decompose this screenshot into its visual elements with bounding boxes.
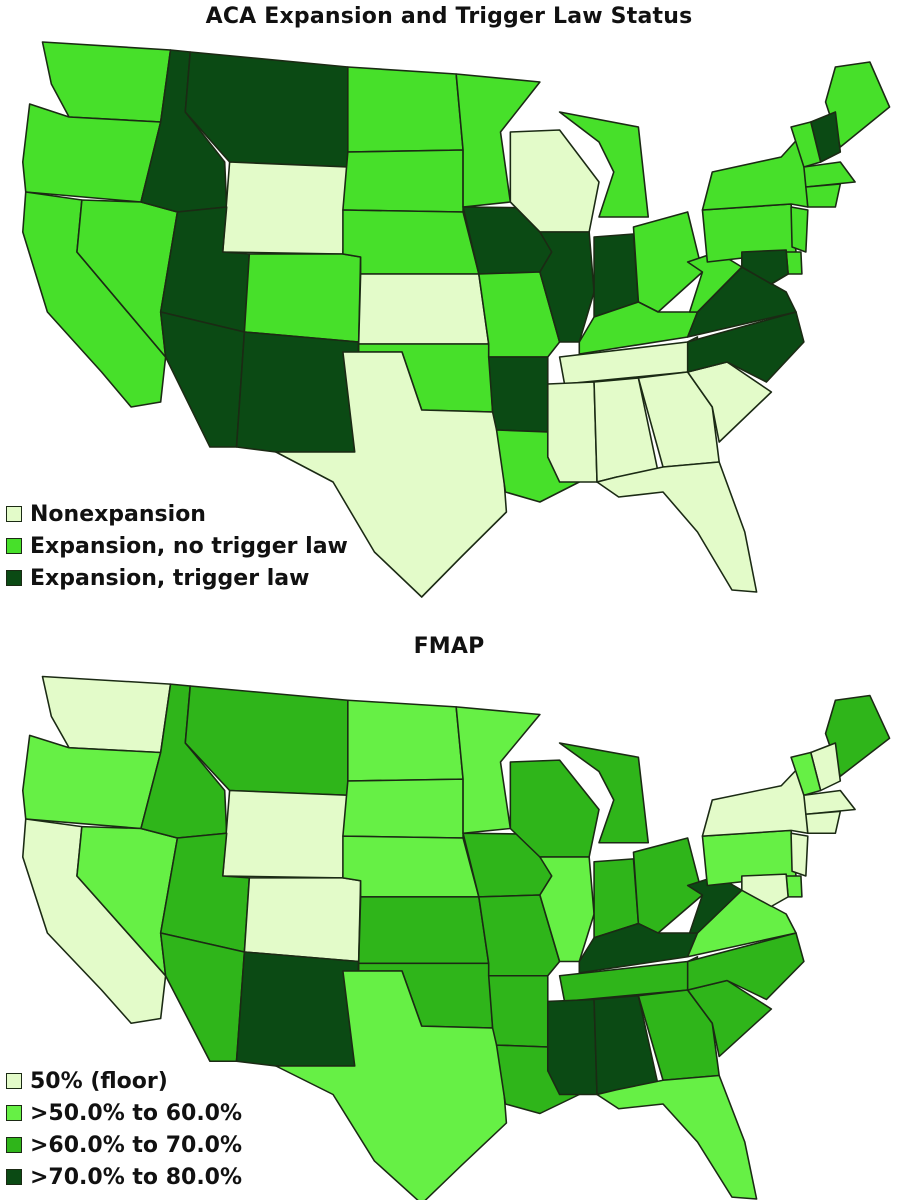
state-fl xyxy=(596,461,758,593)
state-tx xyxy=(275,351,508,598)
state-nd xyxy=(347,66,464,153)
aca-us-map xyxy=(21,41,891,598)
legend-swatch xyxy=(6,1105,22,1121)
legend-item: >50.0% to 60.0% xyxy=(6,1097,242,1129)
state-nj xyxy=(790,206,809,253)
state-mi xyxy=(558,111,650,218)
state-co xyxy=(243,877,362,963)
state-tx xyxy=(275,970,508,1200)
legend-swatch xyxy=(6,1137,22,1153)
state-wy xyxy=(221,789,349,879)
state-nj xyxy=(790,832,809,877)
state-ne xyxy=(342,835,480,898)
state-wy xyxy=(221,161,349,255)
state-ar xyxy=(487,974,549,1048)
state-ne xyxy=(342,209,480,275)
state-fl xyxy=(596,1074,758,1200)
legend-label: >60.0% to 70.0% xyxy=(30,1132,243,1158)
state-vt xyxy=(790,751,822,797)
state-ny xyxy=(701,131,809,211)
state-vt xyxy=(790,121,822,168)
state-az xyxy=(159,311,246,448)
state-il xyxy=(539,856,595,963)
state-wa xyxy=(41,41,172,123)
aca-map-title: ACA Expansion and Trigger Law Status xyxy=(205,4,693,29)
state-me xyxy=(824,61,891,148)
legend-swatch xyxy=(6,1169,22,1185)
state-ne_sm xyxy=(805,810,842,835)
state-ms xyxy=(546,998,598,1096)
state-wa xyxy=(41,675,172,754)
state-il xyxy=(539,231,595,343)
state-ky xyxy=(578,922,699,974)
legend-item: Expansion, no trigger law xyxy=(6,530,348,562)
legend-label: 50% (floor) xyxy=(30,1068,168,1094)
legend-item: 50% (floor) xyxy=(6,1065,242,1097)
legend-label: >50.0% to 60.0% xyxy=(30,1100,243,1126)
legend-label: Nonexpansion xyxy=(30,501,206,527)
state-sd xyxy=(342,149,464,213)
state-ne_sm xyxy=(805,183,842,208)
legend-item: >60.0% to 70.0% xyxy=(6,1129,242,1161)
fmap-legend: 50% (floor) >50.0% to 60.0% >60.0% to 70… xyxy=(6,1065,242,1193)
legend-item: >70.0% to 80.0% xyxy=(6,1161,242,1193)
state-nm xyxy=(235,331,360,453)
state-md xyxy=(741,249,789,285)
state-me xyxy=(824,694,891,778)
legend-item: Expansion, trigger law xyxy=(6,562,348,594)
legend-label: Expansion, no trigger law xyxy=(30,533,348,559)
state-nd xyxy=(347,699,464,782)
fmap-map-panel: FMAP 50% (floor) >50.0% to 60.0% >60.0% … xyxy=(0,620,898,1200)
state-ar xyxy=(487,356,549,433)
legend-swatch xyxy=(6,506,22,522)
legend-swatch xyxy=(6,1073,22,1089)
fmap-map-title: FMAP xyxy=(413,634,485,659)
state-ga xyxy=(637,371,720,468)
legend-swatch xyxy=(6,538,22,554)
fmap-us-map xyxy=(21,675,891,1200)
state-ny xyxy=(701,761,809,837)
aca-legend: Nonexpansion Expansion, no trigger law E… xyxy=(6,498,348,594)
legend-label: Expansion, trigger law xyxy=(30,565,310,591)
state-md xyxy=(741,873,789,908)
legend-swatch xyxy=(6,570,22,586)
state-ma xyxy=(803,161,856,188)
state-mi xyxy=(558,742,650,844)
state-sd xyxy=(342,778,464,839)
state-ks xyxy=(357,896,490,965)
state-ks xyxy=(357,273,490,345)
state-ma xyxy=(803,789,856,816)
state-ms xyxy=(546,381,598,483)
legend-label: >70.0% to 80.0% xyxy=(30,1164,243,1190)
legend-item: Nonexpansion xyxy=(6,498,348,530)
state-oh xyxy=(632,837,704,934)
state-nm xyxy=(235,951,360,1067)
state-az xyxy=(159,932,246,1063)
state-co xyxy=(243,253,362,343)
aca-map-panel: ACA Expansion and Trigger Law Status Non… xyxy=(6,4,891,598)
state-ga xyxy=(637,989,720,1082)
state-ky xyxy=(578,301,699,355)
state-oh xyxy=(632,211,704,313)
